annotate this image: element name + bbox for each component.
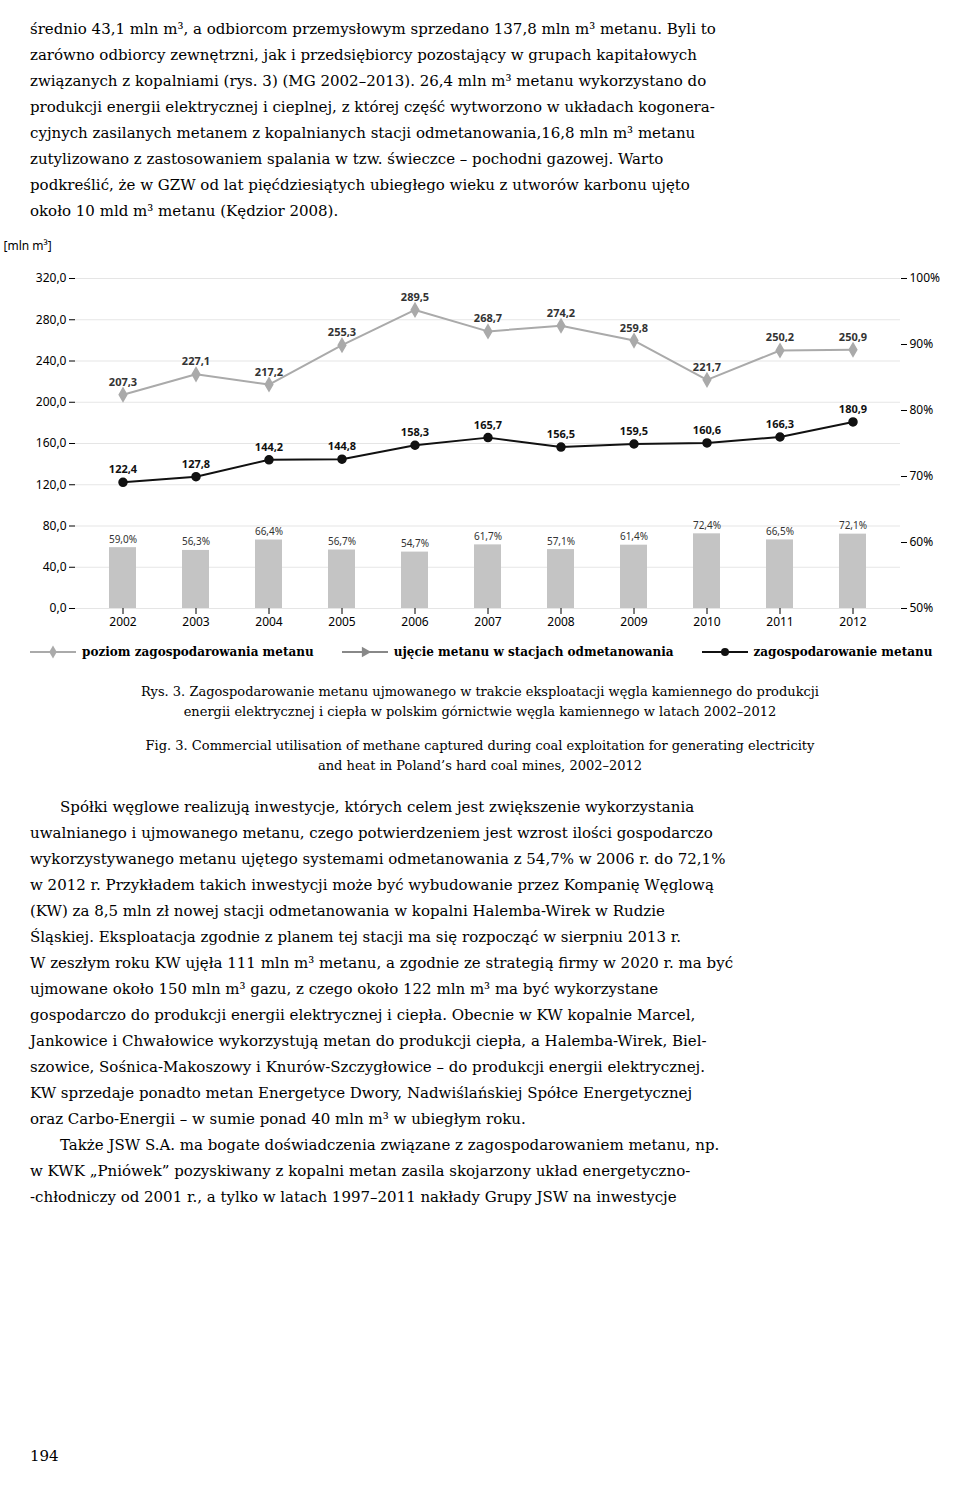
svg-text:166,3: 166,3 [766, 416, 794, 431]
svg-text:227,1: 227,1 [182, 353, 210, 368]
svg-text:56,3%: 56,3% [182, 534, 210, 548]
html-text:produkcji energii elektrycznej: produkcji energii elektrycznej i cieplne… [30, 98, 715, 116]
svg-text:240,0: 240,0 [36, 352, 67, 369]
html-text:uwalnianego i ujmowanego metan: uwalnianego i ujmowanego metanu, czego p… [30, 824, 713, 842]
html-text:w KWK „Pniówek” pozyskiwany z: w KWK „Pniówek” pozyskiwany z kopalni me… [30, 1162, 691, 1180]
svg-text:2011: 2011 [766, 613, 793, 630]
svg-text:144,8: 144,8 [328, 438, 356, 453]
svg-text:122,4: 122,4 [109, 461, 138, 476]
html-text:194: 194 [30, 1447, 59, 1465]
svg-text:180,9: 180,9 [839, 401, 867, 416]
svg-text:70%: 70% [910, 467, 934, 484]
svg-text:120,0: 120,0 [36, 476, 67, 493]
svg-text:66,5%: 66,5% [766, 524, 794, 538]
svg-text:[mln m³]: [mln m³] [4, 238, 52, 254]
svg-text:2008: 2008 [547, 613, 575, 630]
svg-text:40,0: 40,0 [43, 558, 67, 575]
svg-text:2004: 2004 [255, 613, 283, 630]
svg-text:320,0: 320,0 [36, 269, 67, 286]
svg-text:80%: 80% [910, 401, 934, 418]
svg-text:54,7%: 54,7% [401, 536, 429, 550]
svg-text:221,7: 221,7 [693, 359, 721, 374]
svg-text:61,7%: 61,7% [474, 529, 502, 543]
html-text:Spółki węglowe realizują inwes: Spółki węglowe realizują inwestycje, któ… [60, 798, 695, 816]
html-text:podkreślić, że w GZW od lat pi: podkreślić, że w GZW od lat pięćdziesiąt… [30, 176, 690, 194]
html-text:szowice, Sośnica-Makoszowy i K: szowice, Sośnica-Makoszowy i Knurów-Szcz… [30, 1058, 705, 1076]
svg-text:59,0%: 59,0% [109, 532, 137, 546]
svg-text:72,1%: 72,1% [839, 518, 867, 532]
svg-text:57,1%: 57,1% [547, 534, 575, 548]
svg-text:56,7%: 56,7% [328, 534, 356, 548]
svg-text:255,3: 255,3 [328, 324, 356, 339]
html-text:Jankowice i Chwałowice wykorzy: Jankowice i Chwałowice wykorzystują meta… [30, 1032, 707, 1050]
html-text:poziom zagospodarowania metanu: poziom zagospodarowania metanu [82, 645, 314, 659]
html-text:energii elektrycznej i ciepła: energii elektrycznej i ciepła w polskim … [183, 704, 777, 719]
html-text:zutylizowano z zastosowaniem s: zutylizowano z zastosowaniem spalania w … [30, 150, 664, 168]
svg-text:90%: 90% [910, 335, 934, 352]
svg-text:165,7: 165,7 [474, 417, 502, 432]
html-text:zarówno odbiorcy zewnętrzni, j: zarówno odbiorcy zewnętrzni, jak i przed… [30, 46, 697, 64]
svg-text:274,2: 274,2 [547, 305, 575, 320]
svg-text:50%: 50% [910, 599, 934, 616]
html-text:związanych z kopalniami (rys.: związanych z kopalniami (rys. 3) (MG 200… [30, 72, 707, 90]
html-text:cyjnych zasilanych metanem z k: cyjnych zasilanych metanem z kopalnianyc… [30, 124, 696, 142]
html-text:W zeszłym roku KW ujęła 111 ml: W zeszłym roku KW ujęła 111 mln m³ metan… [30, 954, 733, 972]
html-text:średnio 43,1 mln m³, a odbiorc: średnio 43,1 mln m³, a odbiorcom przemys… [30, 20, 716, 38]
svg-text:61,4%: 61,4% [620, 529, 648, 543]
svg-text:60%: 60% [910, 533, 934, 550]
html-text:Rys. 3. Zagospodarowanie metan: Rys. 3. Zagospodarowanie metanu ujmowane… [141, 684, 819, 699]
svg-text:2009: 2009 [620, 613, 648, 630]
html-text:Śląskiej. Eksploatacja zgodnie: Śląskiej. Eksploatacja zgodnie z planem … [30, 928, 681, 946]
html-text:KW sprzedaje ponadto metan Ene: KW sprzedaje ponadto metan Energetyce Dw… [30, 1084, 693, 1102]
html-text:wykorzystywanego metanu ujęteg: wykorzystywanego metanu ujętego systemam… [30, 850, 726, 868]
svg-text:144,2: 144,2 [255, 439, 283, 454]
svg-text:207,3: 207,3 [109, 374, 137, 389]
svg-text:250,9: 250,9 [839, 329, 867, 344]
html-text:ujmowane około 150 mln m³ gazu: ujmowane około 150 mln m³ gazu, z czego … [30, 980, 659, 998]
html-text:ujęcie metanu w stacjach odmet: ujęcie metanu w stacjach odmetanowania [393, 645, 674, 659]
svg-text:217,2: 217,2 [255, 364, 283, 379]
svg-text:2003: 2003 [182, 613, 210, 630]
html-text:-chłodniczy od 2001 r., a tylk: -chłodniczy od 2001 r., a tylko w latach… [30, 1188, 677, 1206]
svg-text:0,0: 0,0 [50, 599, 67, 616]
html-text:gospodarczo do produkcji energ: gospodarczo do produkcji energii elektry… [30, 1006, 696, 1024]
html-text:Także JSW S.A. ma bogate doświ: Także JSW S.A. ma bogate doświadczenia z… [60, 1136, 720, 1154]
html-text:Fig. 3. Commercial utilisation: Fig. 3. Commercial utilisation of methan… [145, 738, 815, 753]
html-text:około 10 mld m³ metanu (Kędzio: około 10 mld m³ metanu (Kędzior 2008). [30, 202, 339, 220]
svg-text:2002: 2002 [109, 613, 137, 630]
svg-text:66,4%: 66,4% [255, 524, 283, 538]
svg-text:156,5: 156,5 [547, 426, 575, 441]
svg-text:2010: 2010 [693, 613, 721, 630]
svg-text:160,6: 160,6 [693, 422, 721, 437]
svg-text:2005: 2005 [328, 613, 356, 630]
svg-text:250,2: 250,2 [766, 329, 794, 344]
svg-text:2012: 2012 [839, 613, 867, 630]
html-text:oraz Carbo-Energii – w sumie p: oraz Carbo-Energii – w sumie ponad 40 ml… [30, 1110, 526, 1128]
svg-text:200,0: 200,0 [36, 393, 67, 410]
svg-text:289,5: 289,5 [401, 289, 429, 304]
svg-text:158,3: 158,3 [401, 424, 429, 439]
svg-text:100%: 100% [910, 269, 941, 286]
svg-text:268,7: 268,7 [474, 310, 502, 325]
html-text:(KW) za 8,5 mln zł nowej stacj: (KW) za 8,5 mln zł nowej stacji odmetano… [30, 902, 665, 920]
svg-text:2006: 2006 [401, 613, 429, 630]
svg-text:127,8: 127,8 [182, 456, 210, 471]
svg-text:259,8: 259,8 [620, 320, 648, 335]
svg-text:2007: 2007 [474, 613, 502, 630]
html-text:zagospodarowanie metanu: zagospodarowanie metanu [753, 645, 933, 659]
svg-text:280,0: 280,0 [36, 311, 67, 328]
svg-text:80,0: 80,0 [43, 517, 67, 534]
svg-text:160,0: 160,0 [36, 434, 67, 451]
html-text:and heat in Poland’s hard coal: and heat in Poland’s hard coal mines, 20… [318, 758, 642, 773]
svg-text:159,5: 159,5 [620, 423, 648, 438]
html-text:w 2012 r. Przykładem takich in: w 2012 r. Przykładem takich inwestycji m… [30, 876, 714, 894]
svg-text:72,4%: 72,4% [693, 518, 721, 532]
